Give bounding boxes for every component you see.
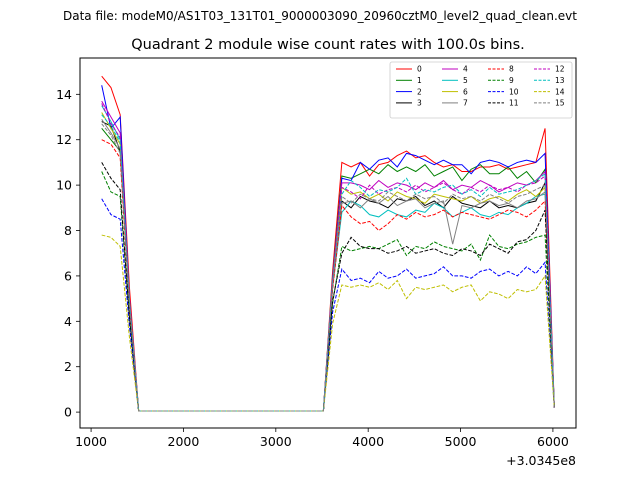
x-axis: 1000 2000 3000 4000 5000 6000	[75, 428, 569, 449]
legend-label-4: 4	[463, 65, 468, 74]
figure-suptitle: Data file: modeM0/AS1T03_131T01_90000030…	[63, 9, 577, 23]
legend-label-0: 0	[417, 65, 422, 74]
legend-label-7: 7	[463, 99, 468, 108]
x-tick-label: 3000	[260, 434, 292, 449]
y-axis: 0 2 4 6 8 10 12 14	[56, 87, 80, 420]
legend-label-2: 2	[417, 87, 422, 96]
y-tick-label: 8	[64, 223, 72, 238]
y-tick-label: 14	[56, 87, 72, 102]
y-tick-label: 2	[64, 359, 72, 374]
legend-label-11: 11	[509, 99, 519, 108]
legend-label-10: 10	[509, 87, 519, 96]
y-tick-label: 6	[64, 268, 72, 283]
x-tick-label: 6000	[537, 434, 569, 449]
x-offset-label: +3.0345e8	[506, 453, 576, 468]
legend-label-5: 5	[463, 76, 468, 85]
y-tick-label: 0	[64, 405, 72, 420]
legend-label-13: 13	[555, 76, 565, 85]
y-tick-label: 10	[56, 178, 72, 193]
series-line-14	[101, 234, 555, 412]
legend-label-1: 1	[417, 76, 422, 85]
x-tick-label: 1000	[75, 434, 107, 449]
x-tick-label: 4000	[352, 434, 384, 449]
chart-title: Quadrant 2 module wise count rates with …	[131, 37, 525, 53]
legend-label-3: 3	[417, 99, 422, 108]
y-tick-label: 4	[64, 314, 72, 329]
legend-label-15: 15	[555, 99, 565, 108]
legend-box	[389, 61, 573, 119]
legend-label-12: 12	[555, 65, 565, 74]
x-tick-label: 5000	[445, 434, 477, 449]
plot-area	[101, 75, 555, 412]
legend-label-14: 14	[555, 87, 565, 96]
x-tick-label: 2000	[168, 434, 200, 449]
legend-label-9: 9	[509, 76, 514, 85]
axes-frame	[79, 57, 577, 429]
legend-label-6: 6	[463, 87, 468, 96]
legend-label-8: 8	[509, 65, 514, 74]
y-tick-label: 12	[56, 132, 72, 147]
series-line-15	[101, 123, 555, 412]
